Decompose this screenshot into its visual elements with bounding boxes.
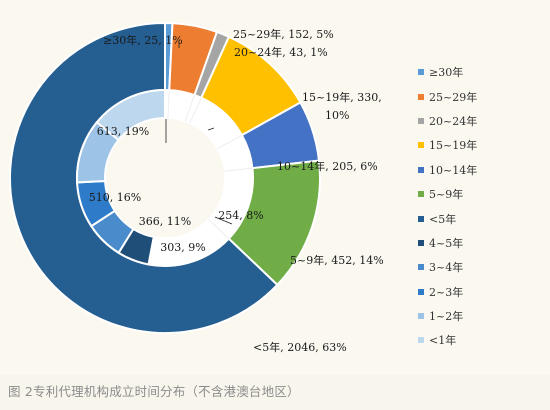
inner-data-label: 254, 8% (218, 209, 263, 222)
legend-item: 10~14年 (418, 158, 543, 182)
donut-chart: ≥30年, 25, 1% 25~29年, 152, 5% 20~24年, 43, 1… (9, 21, 384, 354)
inner-divider-line (167, 90, 170, 119)
leader-line (207, 127, 215, 131)
inner-divider-line (184, 94, 195, 122)
legend-item: 1~2年 (418, 304, 543, 328)
legend-swatch (418, 288, 424, 295)
inner-divider-line (208, 218, 230, 240)
legend-label: <1年 (429, 334, 457, 348)
legend-label: 25~29年 (429, 90, 478, 104)
legend-label: 5~9年 (429, 188, 464, 202)
legend-label: 20~24年 (429, 114, 478, 128)
inner-divider-line (224, 167, 253, 172)
inner-data-label: 366, 11% (139, 215, 191, 228)
outer-data-label: 5~9年, 452, 14% (290, 253, 384, 267)
legend-swatch (418, 264, 424, 271)
legend-swatch (418, 191, 424, 198)
legend-label: 3~4年 (429, 261, 464, 275)
legend-item: 2~3年 (418, 280, 543, 304)
outer-data-label: 10% (325, 109, 349, 122)
inner-data-label: 510, 16% (89, 191, 141, 204)
legend-label: <5年 (429, 212, 457, 226)
legend-label: 2~3年 (429, 285, 464, 299)
inner-divider-line (217, 134, 243, 150)
legend-label: 4~5年 (429, 236, 464, 250)
legend-swatch (418, 142, 424, 149)
outer-data-label: <5年, 2046, 63% (253, 340, 347, 354)
legend-swatch (418, 215, 424, 222)
chart-area: ≥30年, 25, 1% 25~29年, 152, 5% 20~24年, 43, 1… (9, 21, 543, 354)
inner-slice-lt1 (95, 88, 166, 142)
inner-data-label: 613, 19% (97, 125, 149, 138)
legend-swatch (418, 239, 424, 246)
inner-divider-line (189, 97, 202, 124)
legend-item: 25~29年 (418, 84, 543, 108)
legend-swatch (418, 313, 424, 320)
legend-item: 3~4年 (418, 255, 543, 279)
outer-data-label: 20~24年, 43, 1% (234, 45, 328, 59)
legend-item: 20~24年 (418, 109, 543, 133)
legend-label: 1~2年 (429, 310, 464, 324)
legend-item: 5~9年 (418, 182, 543, 206)
legend-label: 10~14年 (429, 163, 478, 177)
legend-swatch (418, 166, 424, 173)
legend-item: ≥30年 (418, 60, 543, 84)
legend-item: <5年 (418, 206, 543, 230)
leader-line (214, 216, 233, 225)
legend-label: ≥30年 (429, 66, 464, 80)
legend-swatch (418, 93, 424, 100)
legend-item: 4~5年 (418, 231, 543, 255)
legend-swatch (418, 337, 424, 344)
inner-data-label: 303, 9% (160, 241, 205, 254)
legend: ≥30年 25~29年 20~24年 15~19年 10~14年 5~9年 <5年 4~5年 3… (418, 60, 543, 353)
legend-item: 15~19年 (418, 133, 543, 157)
legend-swatch (418, 117, 424, 124)
outer-data-label: 10~14年, 205, 6% (277, 159, 378, 173)
legend-swatch (418, 69, 424, 76)
legend-label: 15~19年 (429, 139, 478, 153)
outer-data-label: 15~19年, 330, (302, 90, 382, 104)
outer-data-label: 25~29年, 152, 5% (233, 27, 334, 41)
legend-item: <1年 (418, 328, 543, 352)
outer-data-label: ≥30年, 25, 1% (103, 33, 183, 47)
figure-caption: 图 2专利代理机构成立时间分布（不含港澳台地区） (8, 384, 300, 399)
